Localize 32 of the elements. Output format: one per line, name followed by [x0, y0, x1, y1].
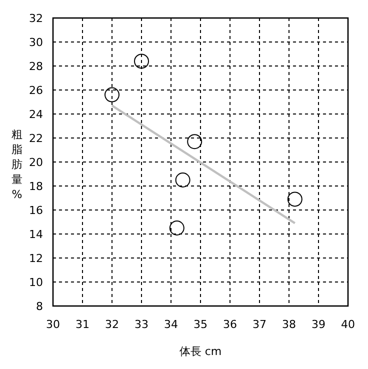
y-tick-label: 32 — [29, 12, 43, 25]
x-axis-title: 体長 cm — [179, 345, 222, 358]
y-tick-label: 14 — [29, 228, 43, 241]
x-tick-label: 35 — [194, 318, 208, 331]
point — [287, 192, 302, 207]
x-tick-label: 36 — [223, 318, 237, 331]
x-tick-label: 39 — [312, 318, 326, 331]
y-axis-title: 粗脂肪量% — [12, 128, 22, 201]
point — [169, 220, 184, 236]
y-tick-label: 16 — [29, 204, 43, 217]
y-tick-label: 24 — [29, 108, 43, 121]
y-tick-label: 12 — [29, 252, 43, 265]
point — [134, 54, 149, 69]
x-tick-label: 30 — [46, 318, 60, 331]
y-tick-label: 22 — [29, 132, 43, 145]
y-tick-label: 8 — [36, 300, 43, 313]
x-tick-label: 33 — [134, 318, 148, 331]
y-tick-label: 18 — [29, 180, 43, 193]
x-tick-label: 31 — [76, 318, 90, 331]
x-tick-label: 40 — [341, 318, 355, 331]
point — [104, 87, 120, 102]
point — [175, 172, 190, 188]
x-tick-label: 34 — [164, 318, 178, 331]
point — [187, 134, 202, 150]
x-tick-label: 37 — [252, 318, 266, 331]
x-tick-label: 32 — [105, 318, 119, 331]
y-tick-label: 10 — [29, 276, 43, 289]
y-tick-label: 26 — [29, 84, 43, 97]
x-tick-label: 38 — [282, 318, 296, 331]
y-tick-label: 20 — [29, 156, 43, 169]
y-tick-label: 28 — [29, 60, 43, 73]
y-tick-label: 30 — [29, 36, 43, 49]
